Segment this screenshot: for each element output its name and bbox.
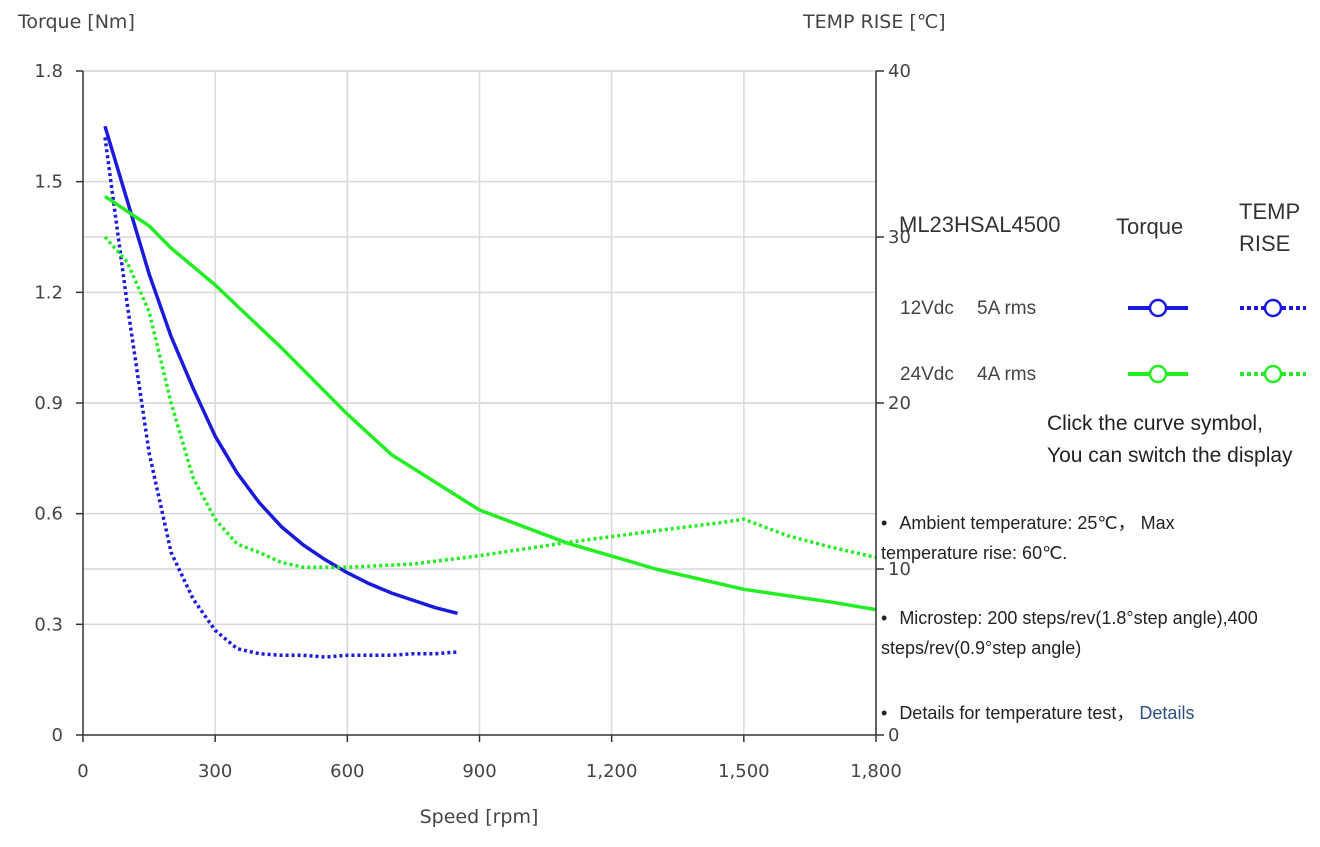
legend-col-temp-rise: TEMP RISE — [1239, 196, 1300, 260]
y-left-tick-label: 0 — [52, 725, 63, 746]
y-right-tick-label: 40 — [888, 61, 911, 82]
legend-hint-line1: Click the curve symbol, — [1047, 412, 1263, 435]
legend-row2-voltage: 24Vdc — [900, 364, 954, 385]
legend-hint: Click the curve symbol, You can switch t… — [1047, 408, 1293, 472]
legend-solid-circle-icon — [1128, 364, 1188, 384]
y-left-tick-label: 0.3 — [34, 614, 63, 635]
series-line-1 — [103, 137, 458, 659]
y-left-tick-label: 1.5 — [34, 172, 63, 193]
legend-row1-current: 5A rms — [977, 298, 1037, 319]
legend-col-temp-line2: RISE — [1239, 231, 1291, 256]
y-left-tick-label: 1.2 — [34, 282, 63, 303]
legend-model-name: ML23HSAL4500 — [899, 212, 1061, 237]
bullet-icon: • — [881, 513, 888, 533]
x-tick-label: 1,800 — [850, 761, 902, 782]
bullet-icon: • — [881, 608, 888, 628]
series-line-2 — [104, 194, 877, 612]
legend-hint-line2: You can switch the display — [1047, 444, 1293, 467]
note-ambient: • Ambient temperature: 25℃， Max temperatu… — [881, 508, 1261, 568]
note-details-text: Details for temperature test， — [899, 703, 1135, 723]
x-tick-label: 1,200 — [586, 761, 638, 782]
y-left-tick-label: 1.8 — [34, 61, 63, 82]
legend-dotted-circle-icon — [1240, 298, 1306, 318]
x-tick-label: 300 — [198, 761, 232, 782]
legend-row1-voltage: 12Vdc — [900, 298, 954, 319]
y-right-tick-label: 20 — [888, 393, 911, 414]
x-tick-label: 900 — [462, 761, 496, 782]
x-tick-label: 600 — [330, 761, 364, 782]
note-details: • Details for temperature test， Details — [881, 698, 1261, 728]
bullet-icon: • — [881, 703, 888, 723]
legend-solid-circle-icon — [1128, 298, 1188, 318]
legend-row2-current: 4A rms — [977, 364, 1037, 385]
note-ambient-text: Ambient temperature: 25℃， Max temperatur… — [881, 513, 1175, 563]
y-left-axis-title: Torque [Nm] — [17, 11, 135, 33]
legend-symbol-12v-temp[interactable] — [1238, 296, 1308, 320]
y-right-axis-title: TEMP RISE [℃] — [802, 11, 946, 33]
note-microstep: • Microstep: 200 steps/rev(1.8°step angle… — [881, 603, 1261, 663]
chart-series — [103, 125, 877, 659]
details-link[interactable]: Details — [1139, 703, 1195, 723]
x-tick-label: 1,500 — [718, 761, 770, 782]
series-line-3 — [103, 235, 877, 570]
chart-ticks: 0 300 600 900 1,200 1,500 1,80000.30.60.91.21.… — [34, 61, 911, 782]
legend-col-temp-line1: TEMP — [1239, 199, 1301, 224]
x-tick-label: 0 — [77, 761, 88, 782]
y-right-tick-label: 10 — [888, 559, 911, 580]
legend-symbol-24v-torque[interactable] — [1126, 362, 1190, 386]
y-left-tick-label: 0.9 — [34, 393, 63, 414]
y-right-tick-label: 30 — [888, 227, 911, 248]
x-axis-title: Speed [rpm] — [420, 806, 539, 828]
chart-grid — [83, 70, 877, 735]
legend-col-torque: Torque — [1116, 214, 1184, 239]
legend-symbol-24v-temp[interactable] — [1238, 362, 1308, 386]
note-microstep-text: Microstep: 200 steps/rev(1.8°step angle)… — [881, 608, 1258, 658]
y-left-tick-label: 0.6 — [34, 504, 63, 525]
y-right-tick-label: 0 — [888, 725, 899, 746]
legend-symbol-12v-torque[interactable] — [1126, 296, 1190, 320]
legend-dotted-circle-icon — [1240, 364, 1306, 384]
series-line-0 — [103, 125, 458, 615]
